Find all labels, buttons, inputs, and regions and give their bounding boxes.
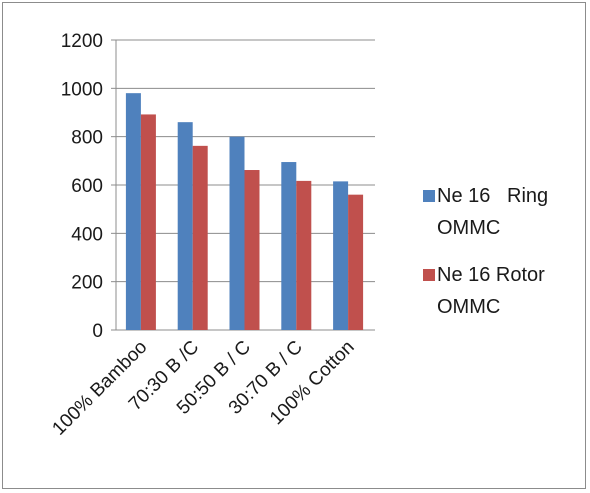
bars (125, 93, 364, 331)
legend-label: OMMC (437, 296, 500, 318)
bar-rotor (348, 194, 364, 330)
y-tick-label: 1000 (61, 79, 103, 100)
chart-frame: 0 200 400 600 800 1000 1200 100% Bamboo 70:30 B… (2, 2, 586, 489)
bar-rotor (244, 170, 260, 330)
legend-swatch (423, 269, 435, 281)
legend: Ne 16 Ring OMMC Ne 16 Rotor OMMC (423, 185, 548, 318)
y-tick-labels: 0 200 400 600 800 1000 1200 (61, 31, 103, 342)
legend-swatch (423, 190, 435, 202)
y-tick-label: 200 (71, 273, 103, 294)
y-tick-label: 400 (71, 224, 103, 245)
y-tick-label: 800 (71, 128, 103, 149)
y-tick-label: 0 (92, 321, 103, 342)
bar-rotor (140, 114, 156, 330)
bar-ring (177, 122, 193, 331)
bar-ring (281, 162, 297, 330)
legend-label: Ne 16 Ring (437, 185, 548, 207)
bar-rotor (296, 180, 312, 330)
y-tick-label: 600 (71, 176, 103, 197)
legend-label: Ne 16 Rotor (437, 264, 545, 286)
bar-rotor (192, 145, 208, 330)
bar-ring (333, 181, 349, 330)
y-tick-label: 1200 (61, 31, 103, 52)
legend-label: OMMC (437, 217, 500, 239)
bar-ring (125, 93, 141, 331)
bar-ring (229, 136, 245, 330)
